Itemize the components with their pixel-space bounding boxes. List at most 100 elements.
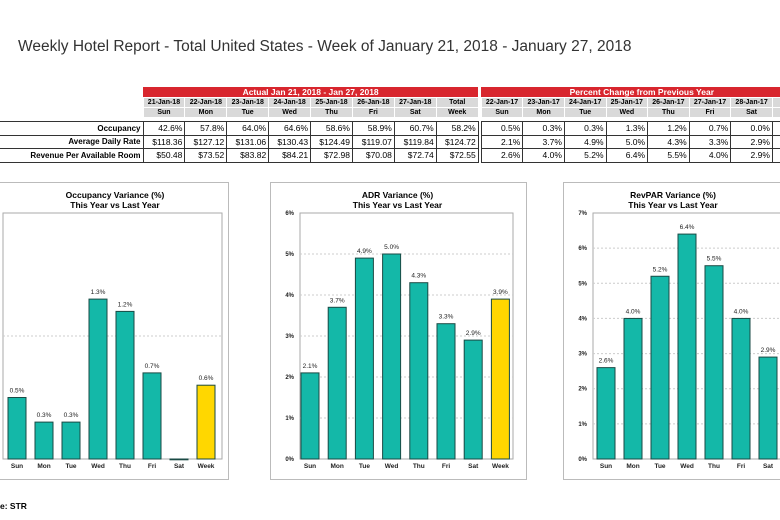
chart-title-text: Occupancy Variance (%) — [65, 190, 165, 200]
data-label: 4.0% — [734, 308, 749, 315]
spacer — [478, 135, 482, 149]
spacer — [478, 97, 482, 108]
x-tick-label: Week — [492, 463, 509, 470]
bar-mon — [34, 421, 54, 460]
data-label: 2.1% — [303, 363, 318, 370]
percent-change-value: 5.5% — [647, 148, 690, 163]
summary-table: Actual Jan 21, 2018 - Jan 27, 2018 Percen… — [0, 87, 780, 163]
chart-subtitle: This Year vs Last Year — [628, 200, 718, 210]
x-tick-label: Wed — [680, 463, 694, 470]
bar-wed — [677, 233, 697, 460]
data-label: 2.6% — [599, 358, 614, 365]
bar-sat — [463, 339, 483, 460]
bar-fri — [731, 317, 751, 460]
y-tick-label: 7% — [578, 211, 587, 217]
data-label: 3.3% — [439, 314, 454, 321]
x-tick-label: Sat — [763, 463, 774, 470]
x-tick-label: Sat — [174, 463, 185, 470]
bar-tue — [650, 275, 670, 460]
y-tick-label: 0% — [285, 457, 294, 463]
x-tick-label: Thu — [413, 463, 425, 470]
bar-fri — [142, 372, 162, 460]
y-tick-label: 1% — [285, 416, 294, 422]
bar-wed — [382, 253, 402, 460]
data-label: 0.5% — [10, 388, 25, 395]
x-tick-label: Mon — [331, 463, 344, 470]
percent-header: Percent Change from Previous Year — [481, 87, 780, 98]
x-tick-label: Tue — [359, 463, 370, 470]
data-label: 2.9% — [466, 330, 481, 337]
chart-title: Occupancy Variance (%) This Year vs Last … — [0, 190, 230, 210]
chart-title-text: ADR Variance (%) — [361, 190, 434, 200]
x-tick-label: Tue — [654, 463, 665, 470]
chart-title: RevPAR Variance (%) This Year vs Last Yea… — [563, 190, 780, 210]
bar-tue — [61, 421, 81, 460]
y-tick-label: 5% — [285, 252, 294, 258]
bar-thu — [409, 282, 429, 460]
bar-fri — [436, 323, 456, 460]
x-tick-label: Mon — [626, 463, 639, 470]
data-label: 4.3% — [411, 273, 426, 280]
data-label: 0.3% — [64, 412, 79, 419]
chart-subtitle: This Year vs Last Year — [352, 200, 443, 210]
y-tick-label: 4% — [285, 293, 294, 299]
x-tick-label: Wed — [385, 463, 399, 470]
data-label: 2.9% — [761, 347, 776, 354]
actual-value: $72.55 — [435, 148, 479, 163]
data-label: 3.9% — [493, 289, 508, 296]
bar-sun — [596, 367, 616, 460]
data-label: 5.0% — [384, 244, 399, 251]
y-tick-label: 3% — [578, 352, 587, 358]
data-label: 0.7% — [145, 363, 160, 370]
data-label: 0.6% — [199, 375, 214, 382]
x-tick-label: Fri — [442, 463, 451, 470]
day-header: Week — [435, 107, 479, 118]
bar-mon — [623, 317, 643, 460]
x-tick-label: Wed — [91, 463, 105, 470]
percent-change-value: 2.6% — [480, 148, 524, 163]
day-header: Sun — [142, 107, 186, 118]
x-tick-label: Sat — [468, 463, 479, 470]
actual-value: $72.74 — [393, 148, 437, 163]
percent-change-value: 2.9% — [730, 148, 773, 163]
bar-tue — [354, 257, 374, 460]
data-label: 0.3% — [37, 412, 52, 419]
data-label: 4.9% — [357, 248, 372, 255]
x-tick-label: Sun — [600, 463, 612, 470]
cell — [771, 148, 780, 163]
spacer — [478, 87, 482, 98]
chart-title-text: RevPAR Variance (%) — [630, 190, 716, 200]
table-row: Revenue Per Available Room $50.48 $73.52 $8… — [0, 148, 780, 163]
x-tick-label: Thu — [119, 463, 131, 470]
data-label: 1.2% — [118, 301, 133, 308]
y-tick-label: 5% — [578, 281, 587, 287]
x-tick-label: Thu — [708, 463, 720, 470]
blank-cell — [0, 107, 143, 118]
data-label: 1.3% — [91, 289, 106, 296]
spacer — [478, 121, 482, 135]
y-tick-label: 4% — [578, 316, 587, 322]
bar-sat — [758, 356, 778, 460]
day-header — [771, 107, 780, 118]
y-tick-label: 1% — [578, 422, 587, 428]
y-tick-label: 6% — [285, 211, 294, 217]
x-tick-label: Mon — [37, 463, 50, 470]
bar-mon — [327, 306, 347, 460]
x-tick-label: Sun — [11, 463, 23, 470]
y-tick-label: 6% — [578, 246, 587, 252]
row-label: Revenue Per Available Room — [0, 148, 144, 163]
bar-wed — [88, 298, 108, 460]
chart-title: ADR Variance (%) This Year vs Last Year — [270, 190, 525, 210]
bar-thu — [704, 265, 724, 460]
blank-cell — [0, 97, 143, 108]
chart-subtitle: This Year vs Last Year — [70, 200, 160, 210]
data-label: 5.2% — [653, 266, 668, 273]
y-tick-label: 2% — [285, 375, 294, 381]
x-tick-label: Tue — [65, 463, 76, 470]
source-note: e: STR — [0, 501, 27, 511]
bar-sun — [300, 372, 320, 460]
y-tick-label: 2% — [578, 387, 587, 393]
x-tick-label: Week — [198, 463, 215, 470]
day-header: Mon — [184, 107, 228, 118]
